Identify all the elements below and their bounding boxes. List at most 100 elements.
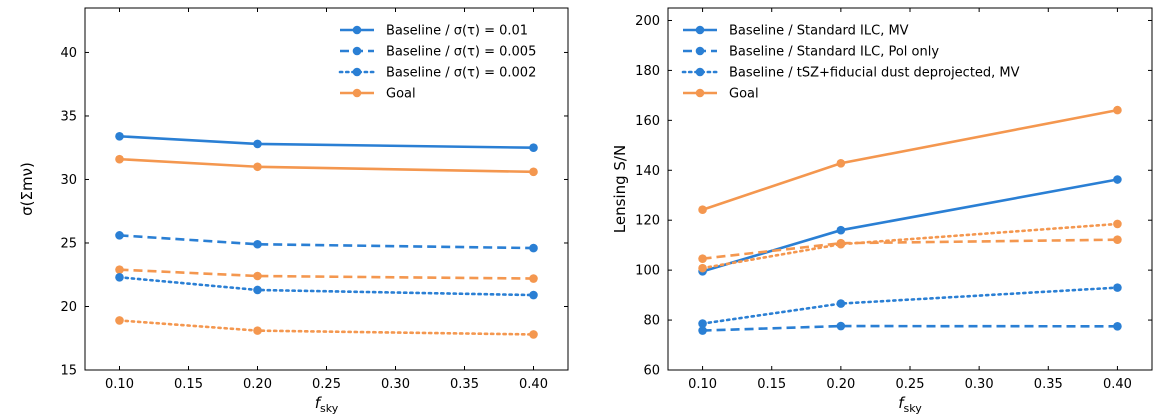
data-point [253,139,262,149]
series-2 [698,175,1122,276]
x-tick-label: 0.30 [965,377,994,392]
legend-label: Goal [386,87,416,102]
series-line [702,238,1118,260]
legend-label: Baseline / tSZ+fiducial dust deprojected… [729,66,1020,81]
legend-marker [352,25,362,35]
series-line [119,234,534,250]
data-point [529,243,538,253]
legend-label: Goal [729,87,759,102]
y-tick-label: 30 [60,173,77,188]
series-line [701,222,1119,270]
y-tick-label: 35 [60,109,77,124]
series-line [702,324,1118,332]
data-point [698,326,707,335]
data-point [836,158,846,168]
data-point [836,239,846,249]
x-tick-label: 0.40 [519,377,548,392]
plot-frame [667,7,1153,371]
data-point [529,143,538,153]
x-tick-label: 0.10 [105,377,134,392]
legend-label: Baseline / Standard ILC, MV [729,24,909,39]
data-point [1113,105,1122,115]
series-5 [115,272,538,300]
legend-marker [695,25,705,35]
x-axis-label: fsky [315,394,339,414]
series-6 [115,316,538,339]
data-point [115,316,124,325]
y-tick-label: 120 [635,214,660,229]
data-point [836,321,846,331]
x-tick-label: 0.30 [381,377,410,392]
data-point [529,167,538,177]
data-point [698,319,707,328]
series-1 [698,105,1122,215]
legend-marker [695,88,705,98]
data-point [115,231,124,240]
data-point [115,131,124,141]
series-6 [698,321,1122,335]
series-line [119,268,534,280]
data-point [115,265,124,274]
data-point [253,326,262,335]
data-point [253,271,262,281]
y-tick-label: 15 [60,364,77,379]
legend-marker [695,46,705,56]
data-point [529,290,538,300]
x-tick-label: 0.35 [1034,377,1063,392]
data-point [1113,322,1122,331]
data-point [253,162,262,172]
data-point [836,225,846,235]
legend-label: Baseline / σ(τ) = 0.005 [386,45,536,60]
x-tick-label: 0.25 [896,377,925,392]
data-point [1113,175,1122,184]
data-point [836,299,846,308]
x-tick-label: 0.15 [174,377,203,392]
x-tick-label: 0.20 [826,377,855,392]
y-axis-label: σ(Σmν) [18,162,36,216]
y-axis-label: Lensing S/N [611,145,629,233]
x-tick-label: 0.25 [312,377,341,392]
x-axis-label: fsky [898,394,922,414]
legend-marker [352,67,362,77]
data-point [1113,235,1122,244]
series-line [702,108,1118,211]
legend-marker [352,46,362,56]
y-tick-label: 80 [643,314,660,329]
y-tick-label: 140 [635,164,660,179]
y-tick-label: 60 [643,364,660,379]
series-1 [115,131,538,153]
legend-label: Baseline / Standard ILC, Pol only [729,45,939,60]
data-point [698,254,707,263]
data-point [698,205,707,215]
data-point [529,274,538,283]
series-line [118,275,535,297]
series-3 [115,231,538,253]
x-tick-label: 0.10 [688,377,717,392]
x-tick-label: 0.35 [450,377,479,392]
series-5 [698,283,1122,328]
series-line [119,157,534,174]
x-tick-label: 0.20 [243,377,272,392]
x-tick-label: 0.40 [1103,377,1132,392]
data-point [698,263,707,273]
x-tick-label: 0.15 [757,377,786,392]
series-line [119,134,534,150]
series-line [701,286,1119,325]
y-tick-label: 20 [60,300,77,315]
y-tick-label: 180 [635,64,660,79]
y-tick-label: 100 [635,264,660,279]
legend-marker [352,88,362,98]
data-point [529,330,538,339]
data-point [1113,283,1122,292]
y-tick-label: 40 [60,46,77,61]
legend: Baseline / Standard ILC, MV Baseline / St… [681,24,1020,102]
y-tick-label: 200 [635,14,660,29]
data-point [253,285,262,295]
series-line [118,319,535,336]
y-tick-label: 160 [635,114,660,129]
data-point [253,239,262,249]
data-point [1113,219,1122,229]
series-2 [115,154,538,177]
legend-label: Baseline / σ(τ) = 0.002 [386,66,536,81]
